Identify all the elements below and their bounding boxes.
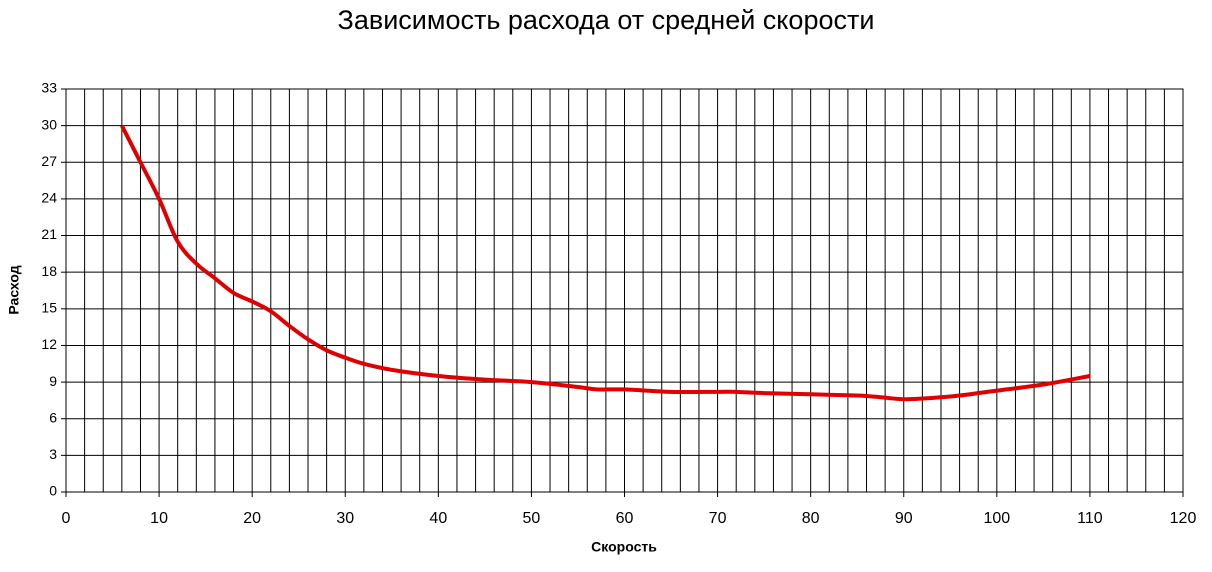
x-tick-label: 30 [336,510,354,527]
data-line [120,124,1091,402]
y-tick-label: 21 [41,226,57,242]
y-tick-label: 33 [41,80,57,96]
x-tick-label: 90 [895,510,913,527]
y-tick-label: 9 [49,373,57,389]
x-tick-label: 20 [243,510,261,527]
y-tick-label: 0 [49,483,57,499]
y-tick-label: 6 [49,409,57,425]
y-tick-label: 15 [41,300,57,316]
chart-title: Зависимость расхода от средней скорости [338,5,875,35]
x-tick-label: 60 [616,510,634,527]
x-axis-label: Скорость [591,539,657,555]
x-tick-label: 10 [150,510,168,527]
y-axis-label: Расход [6,265,22,314]
x-tick-label: 100 [983,510,1010,527]
y-tick-label: 18 [41,263,57,279]
x-tick-label: 50 [523,510,541,527]
x-tick-label: 0 [62,510,71,527]
y-tick-label: 30 [41,116,57,132]
x-tick-label: 40 [429,510,447,527]
x-tick-label: 110 [1077,510,1103,527]
x-tick-label: 120 [1170,510,1197,527]
x-tick-label: 70 [709,510,727,527]
y-tick-label: 24 [41,190,57,206]
y-tick-label: 27 [41,153,57,169]
y-tick-label: 3 [49,446,57,462]
y-tick-label: 12 [41,336,57,352]
plot-frame [65,88,1184,493]
x-tick-label: 80 [802,510,820,527]
